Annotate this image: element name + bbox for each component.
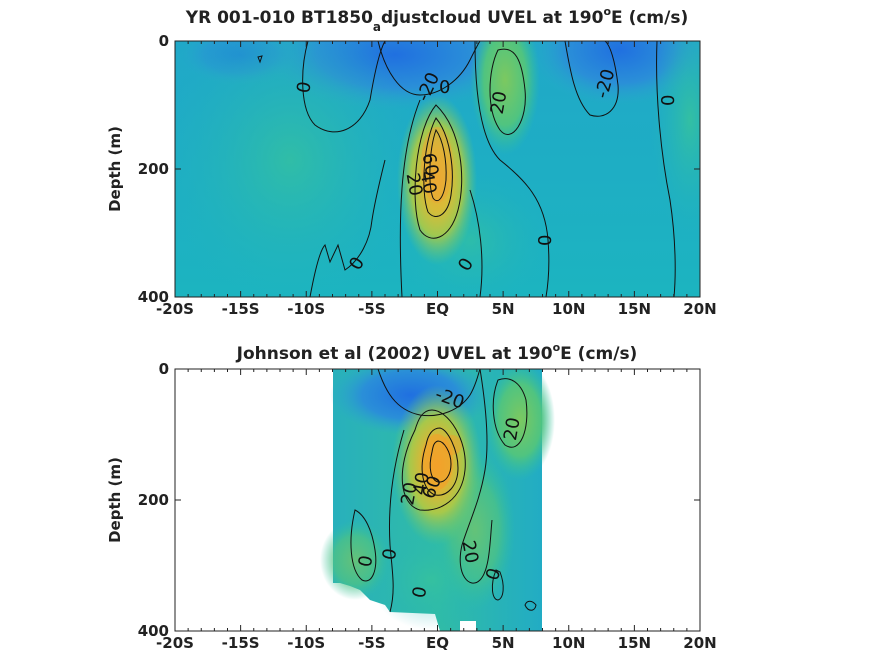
x-tick-label: 10N — [552, 634, 585, 652]
contour-label: 0 — [439, 77, 450, 98]
x-tick-label: 15N — [618, 634, 651, 652]
x-tick-label: -10S — [287, 300, 325, 318]
contour-label: 0 — [293, 80, 316, 95]
contour-label: 0 — [409, 585, 432, 600]
y-tick-label: 200 — [138, 491, 169, 509]
contour-label: 0 — [658, 95, 679, 106]
contour-label: 40 — [416, 169, 441, 195]
contour-label: 0 — [379, 547, 402, 562]
bottom-heatmap — [175, 369, 700, 631]
x-tick-label: EQ — [426, 300, 449, 318]
x-tick-label: 20N — [683, 634, 716, 652]
contour-label: 60 — [418, 151, 443, 177]
bottom-y-axis-label: Depth (m) — [106, 457, 124, 543]
x-tick-label: 10N — [552, 300, 585, 318]
bottom-x-ticks: -20S -15S -10S -5S EQ 5N 10N 15N 20N — [156, 369, 717, 652]
contour-label: 0 — [535, 235, 556, 246]
x-tick-label: -20S — [156, 300, 194, 318]
x-tick-label: 20N — [683, 300, 716, 318]
top-y-axis-label: Depth (m) — [106, 126, 124, 212]
x-tick-label: 5N — [492, 634, 515, 652]
top-panel: 0 -20 0 20 -20 0 60 40 20 0 0 0 -20S -15S… — [106, 5, 717, 318]
contour-label: 20 — [487, 90, 512, 116]
x-tick-label: -15S — [222, 300, 260, 318]
y-tick-label: 400 — [138, 288, 169, 306]
y-tick-label: 400 — [138, 622, 169, 640]
x-tick-label: -5S — [358, 634, 385, 652]
bottom-panel: -20 20 20 40 60 20 0 0 0 0 -20S -15S -10S -… — [106, 341, 717, 652]
bottom-contour-labels: -20 20 20 40 60 20 0 0 0 0 — [355, 384, 525, 600]
x-tick-label: -20S — [156, 634, 194, 652]
top-title: YR 001-010 BT1850adjustcloud UVEL at 190… — [185, 5, 688, 34]
top-heatmap — [175, 41, 700, 297]
contour-label: 20 — [397, 481, 422, 507]
y-tick-label: 200 — [138, 160, 169, 178]
y-tick-label: 0 — [159, 32, 169, 50]
x-tick-label: -5S — [358, 300, 385, 318]
contour-label: 20 — [500, 416, 525, 442]
contour-label: 20 — [402, 171, 427, 197]
x-tick-label: -10S — [287, 634, 325, 652]
x-tick-label: EQ — [426, 634, 449, 652]
contour-label: 0 — [355, 554, 378, 569]
x-tick-label: 5N — [492, 300, 515, 318]
x-tick-label: -15S — [222, 634, 260, 652]
y-tick-label: 0 — [159, 360, 169, 378]
contour-label: 40 — [409, 471, 434, 497]
contour-label: 20 — [457, 539, 482, 565]
top-x-ticks: -20S -15S -10S -5S EQ 5N 10N 15N 20N — [156, 41, 717, 318]
x-tick-label: 15N — [618, 300, 651, 318]
bottom-title: Johnson et al (2002) UVEL at 190oE (cm/s… — [236, 341, 638, 364]
